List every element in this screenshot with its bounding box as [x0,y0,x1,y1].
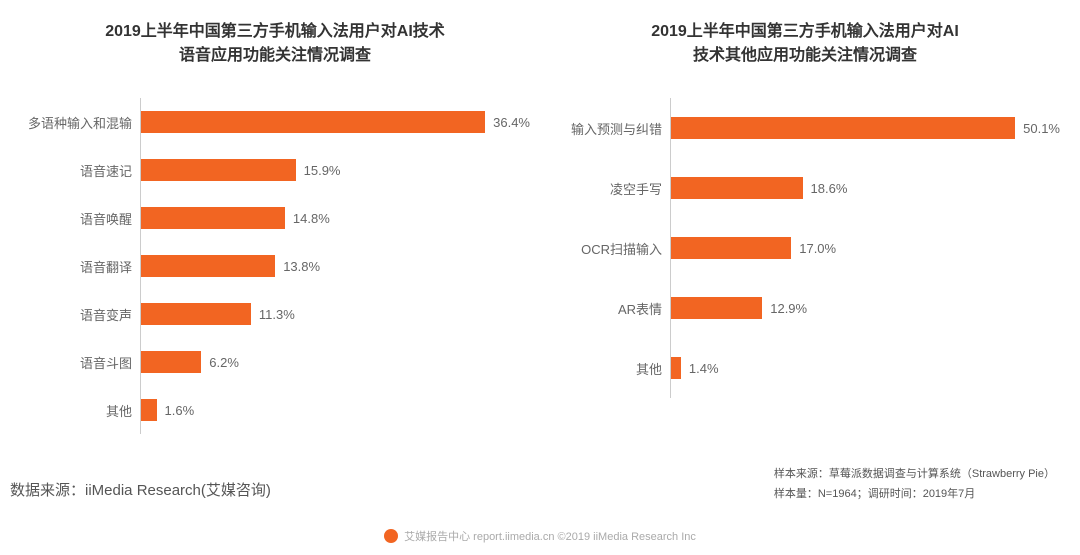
footer-source-left: 数据来源：iiMedia Research(艾媒咨询) [10,479,271,500]
category-label: 其他 [20,401,140,420]
bar-row: AR表情 12.9% [550,278,1060,338]
bar-area: 12.9% [670,278,1060,338]
bar [141,255,275,277]
value-label: 14.8% [293,211,330,226]
chart-right-bars: 输入预测与纠错 50.1% 凌空手写 18.6% OCR扫描输入 17.0% AR表情 12.… [550,98,1060,398]
category-label: 语音唤醒 [20,209,140,228]
category-label: 其他 [550,359,670,378]
bar-row: 多语种输入和混输 36.4% [20,98,530,146]
category-label: 语音翻译 [20,257,140,276]
bar [141,159,296,181]
category-label: 语音变声 [20,305,140,324]
bar-area: 1.6% [140,386,530,434]
bar [141,351,201,373]
bar [141,399,157,421]
bar [671,297,762,319]
value-label: 12.9% [770,301,807,316]
value-label: 13.8% [283,259,320,274]
footer-bottom-text: 艾媒报告中心 report.iimedia.cn ©2019 iiMedia R… [404,528,696,544]
chart-left-title: 2019上半年中国第三方手机输入法用户对AI技术 语音应用功能关注情况调查 [20,20,530,68]
category-label: 语音斗图 [20,353,140,372]
bar-row: 语音斗图 6.2% [20,338,530,386]
logo-icon [384,529,398,543]
charts-container: 2019上半年中国第三方手机输入法用户对AI技术 语音应用功能关注情况调查 多语… [0,0,1080,434]
category-label: 多语种输入和混输 [20,113,140,132]
bar [141,207,285,229]
chart-left: 2019上半年中国第三方手机输入法用户对AI技术 语音应用功能关注情况调查 多语… [20,20,530,434]
category-label: OCR扫描输入 [550,239,670,258]
bar-area: 17.0% [670,218,1060,278]
category-label: 输入预测与纠错 [550,119,670,138]
bar [141,111,485,133]
footer-sample-source: 样本来源：草莓派数据调查与计算系统（Strawberry Pie） [774,465,1055,485]
bar [671,117,1015,139]
bar [141,303,251,325]
chart-left-bars: 多语种输入和混输 36.4% 语音速记 15.9% 语音唤醒 14.8% 语音翻译 13.8%… [20,98,530,434]
bar-area: 6.2% [140,338,530,386]
value-label: 50.1% [1023,121,1060,136]
bar-area: 36.4% [140,98,530,146]
bar [671,237,791,259]
bar-area: 14.8% [140,194,530,242]
bar-area: 1.4% [670,338,1060,398]
chart-right: 2019上半年中国第三方手机输入法用户对AI 技术其他应用功能关注情况调查 输入… [550,20,1060,434]
bar-row: 其他 1.4% [550,338,1060,398]
category-label: AR表情 [550,299,670,318]
category-label: 凌空手写 [550,179,670,198]
footer-source-right: 样本来源：草莓派数据调查与计算系统（Strawberry Pie） 样本量：N=… [774,465,1055,505]
bar-row: 其他 1.6% [20,386,530,434]
bar-row: 语音翻译 13.8% [20,242,530,290]
value-label: 17.0% [799,241,836,256]
value-label: 15.9% [304,163,341,178]
value-label: 18.6% [811,181,848,196]
value-label: 1.6% [165,403,195,418]
bar-row: OCR扫描输入 17.0% [550,218,1060,278]
value-label: 36.4% [493,115,530,130]
bar-row: 语音变声 11.3% [20,290,530,338]
bar-area: 50.1% [670,98,1060,158]
chart-right-title: 2019上半年中国第三方手机输入法用户对AI 技术其他应用功能关注情况调查 [550,20,1060,68]
bar-area: 15.9% [140,146,530,194]
bar-row: 凌空手写 18.6% [550,158,1060,218]
footer-bottom: 艾媒报告中心 report.iimedia.cn ©2019 iiMedia R… [0,522,1080,550]
bar-area: 18.6% [670,158,1060,218]
bar-area: 11.3% [140,290,530,338]
footer-sample-size: 样本量：N=1964；调研时间：2019年7月 [774,485,1055,505]
bar-area: 13.8% [140,242,530,290]
bar-row: 输入预测与纠错 50.1% [550,98,1060,158]
bar-row: 语音速记 15.9% [20,146,530,194]
value-label: 1.4% [689,361,719,376]
bar [671,177,803,199]
bar-row: 语音唤醒 14.8% [20,194,530,242]
category-label: 语音速记 [20,161,140,180]
bar [671,357,681,379]
value-label: 6.2% [209,355,239,370]
value-label: 11.3% [259,307,295,322]
